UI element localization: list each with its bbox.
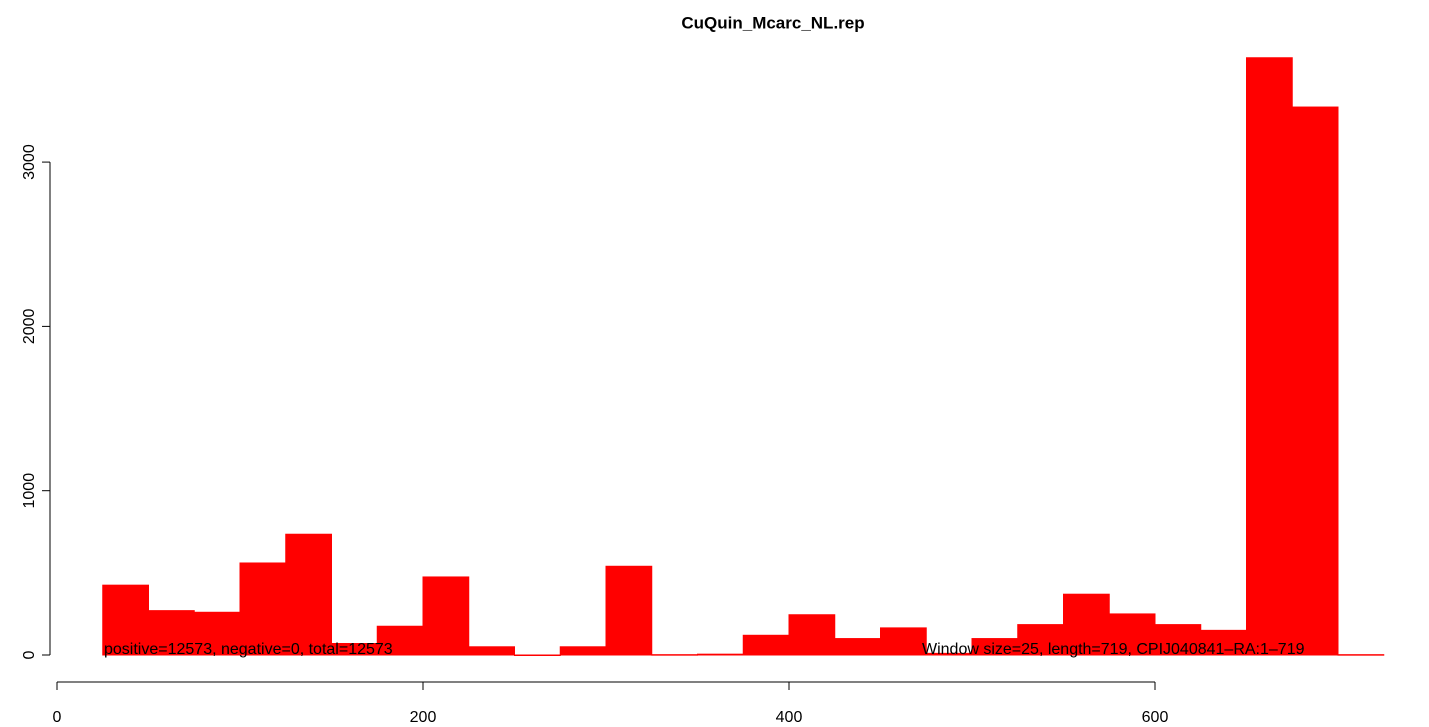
bar xyxy=(514,654,561,656)
y-tick-label: 1000 xyxy=(21,473,38,509)
bar xyxy=(605,565,653,656)
bar xyxy=(1200,629,1247,656)
bar xyxy=(1291,106,1339,656)
bar xyxy=(285,533,332,656)
x-tick-label: 200 xyxy=(410,709,437,726)
bar xyxy=(697,653,744,656)
bar xyxy=(834,638,881,656)
annotation: Window size=25, length=719, CPIJ040841–R… xyxy=(922,641,1305,658)
x-tick-label: 600 xyxy=(1142,709,1169,726)
y-tick-label: 3000 xyxy=(21,144,38,180)
bar xyxy=(788,614,836,656)
x-tick-label: 400 xyxy=(776,709,803,726)
y-tick-label: 0 xyxy=(21,650,38,659)
bar xyxy=(880,627,927,656)
bar xyxy=(1063,593,1110,656)
chart-title: CuQuin_Mcarc_NL.rep xyxy=(681,13,864,32)
annotation: positive=12573, negative=0, total=12573 xyxy=(104,641,393,658)
bar xyxy=(102,584,149,656)
bar xyxy=(376,625,424,656)
bar xyxy=(148,610,195,656)
bar xyxy=(468,646,515,656)
bar xyxy=(651,654,698,656)
bar xyxy=(1108,613,1156,656)
bar xyxy=(422,576,470,656)
bar xyxy=(742,634,790,656)
x-tick-label: 0 xyxy=(53,709,62,726)
bar xyxy=(1154,624,1202,656)
bar xyxy=(193,611,241,656)
bar xyxy=(1017,624,1064,656)
y-tick-label: 2000 xyxy=(21,308,38,344)
bar xyxy=(1246,57,1293,656)
bar xyxy=(559,646,607,656)
bar xyxy=(1337,654,1385,656)
